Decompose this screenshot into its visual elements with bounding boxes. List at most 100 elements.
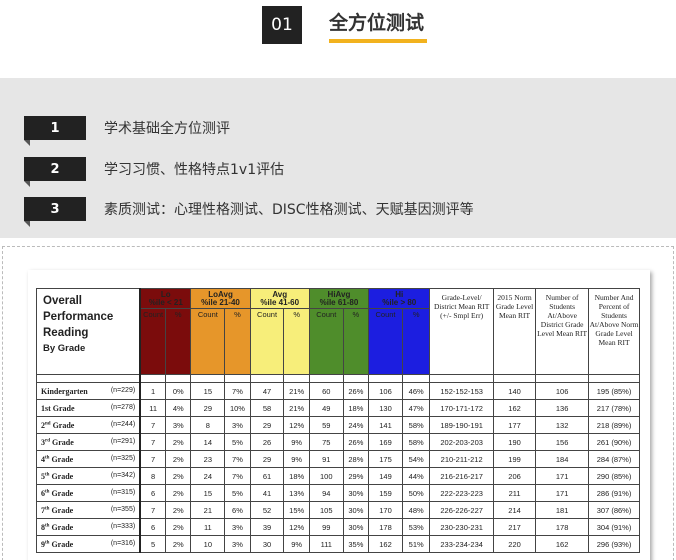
band-value-cell: 30% (342, 518, 370, 536)
band-value-cell: 47 (249, 382, 285, 400)
band-value-cell: 4% (165, 399, 192, 417)
band-value-cell: 170 (368, 501, 403, 519)
band-value-cell: 21% (283, 382, 310, 400)
band-value-cell: 29 (249, 450, 285, 468)
grade-n: (n=333) (110, 522, 136, 530)
norm-count-cell: 218 (89%) (588, 416, 640, 434)
band-value-cell: 149 (368, 467, 403, 485)
sub-header-pct: % (283, 308, 310, 375)
band-value-cell: 15 (190, 382, 226, 400)
table-row: 9th Grade (n=316) 5 2% 10 3% 30 9% 111 35% 162 51% 2… (36, 535, 640, 553)
grade-cell: 2nd Grade (n=244) (36, 416, 142, 434)
band-value-cell: 2% (165, 535, 192, 553)
district-count-cell: 136 (535, 399, 590, 417)
list-item-number: 1 (24, 116, 86, 140)
band-value-cell: 2% (165, 501, 192, 519)
band-value-cell: 8 (139, 467, 167, 485)
band-value-cell: 44% (401, 467, 431, 485)
band-value-cell: 13% (283, 484, 310, 502)
section-number-badge: 01 (262, 6, 302, 44)
band-value-cell: 162 (368, 535, 403, 553)
band-value-cell: 111 (308, 535, 344, 553)
grade-level-cell: 170-171-172 (429, 399, 494, 417)
band-value-cell: 58 (249, 399, 285, 417)
table-title-line: Reading (43, 327, 89, 339)
table-row: 8th Grade (n=333) 6 2% 11 3% 39 12% 99 30% 178 53% 2… (36, 518, 640, 536)
grade-suffix: Grade (49, 522, 74, 532)
title-underline (329, 39, 427, 43)
grade-n: (n=291) (110, 437, 136, 445)
band-value-cell: 9% (283, 433, 310, 451)
grade-cell: 8th Grade (n=333) (36, 518, 142, 536)
list-item-tick (24, 221, 30, 227)
table-title: Overall Performance Reading By Grade (36, 288, 142, 375)
band-value-cell: 3% (224, 535, 251, 553)
list-item-number: 3 (24, 197, 86, 221)
sub-header-count: Count (190, 308, 226, 375)
band-value-cell: 18% (283, 467, 310, 485)
band-value-cell: 178 (368, 518, 403, 536)
table-row: Kindergarten (n=229) 1 0% 15 7% 47 21% 60 26% 106 4… (36, 382, 640, 400)
band-value-cell: 29% (342, 467, 370, 485)
grade-level-cell: 233-234-234 (429, 535, 494, 553)
grade-cell: 9th Grade (n=316) (36, 535, 142, 553)
band-value-cell: 9% (283, 535, 310, 553)
grade-level-cell: 202-203-203 (429, 433, 494, 451)
grade-label: 5 (41, 471, 45, 481)
band-value-cell: 7% (224, 467, 251, 485)
band-value-cell: 5% (224, 484, 251, 502)
band-header-avg: Avg %ile 41-60 (249, 288, 310, 309)
grade-label: 3 (41, 437, 45, 447)
band-range: %ile > 80 (382, 298, 417, 307)
band-value-cell: 1 (139, 382, 167, 400)
band-value-cell: 100 (308, 467, 344, 485)
norm-cell: 177 (492, 416, 537, 434)
list-item: 3 素质测试：心理性格测试、DISC性格测试、天赋基因测评等 (0, 195, 676, 227)
band-value-cell: 24 (190, 467, 226, 485)
band-value-cell: 15% (283, 501, 310, 519)
band-range: %ile 21-40 (201, 298, 240, 307)
band-value-cell: 26% (342, 433, 370, 451)
district-count-cell: 181 (535, 501, 590, 519)
band-value-cell: 7 (139, 450, 167, 468)
grade-label: 1st Grade (41, 403, 75, 413)
reading-report-table: Overall Performance Reading By Grade Lo … (28, 270, 650, 560)
norm-cell: 217 (492, 518, 537, 536)
table-title-line: By Grade (43, 343, 86, 354)
band-value-cell: 5% (224, 433, 251, 451)
band-value-cell: 29 (249, 416, 285, 434)
grade-cell: 6th Grade (n=315) (36, 484, 142, 502)
norm-count-cell: 296 (93%) (588, 535, 640, 553)
band-value-cell: 59 (308, 416, 344, 434)
band-value-cell: 8 (190, 416, 226, 434)
band-value-cell: 21% (283, 399, 310, 417)
norm-count-cell: 307 (86%) (588, 501, 640, 519)
grade-label: 6 (41, 488, 45, 498)
norm-cell: 190 (492, 433, 537, 451)
band-value-cell: 54% (401, 450, 431, 468)
band-range: %ile 61-80 (319, 298, 359, 307)
band-value-cell: 58% (401, 416, 431, 434)
band-header-loavg: LoAvg %ile 21-40 (190, 288, 251, 309)
table-title-line: Performance (43, 311, 114, 323)
band-value-cell: 11 (139, 399, 167, 417)
sub-header-pct: % (224, 308, 251, 375)
band-value-cell: 2% (165, 450, 192, 468)
performance-table: Overall Performance Reading By Grade Lo … (36, 288, 640, 553)
grade-ordinal: nd (45, 420, 51, 426)
band-value-cell: 30% (342, 484, 370, 502)
grade-n: (n=325) (110, 454, 136, 462)
band-value-cell: 5 (139, 535, 167, 553)
grade-level-cell: 222-223-223 (429, 484, 494, 502)
grade-ordinal: rd (45, 437, 50, 443)
col-header-grade-level: Grade-Level/ District Mean RIT (+/- Smpl… (429, 288, 494, 375)
band-value-cell: 29 (190, 399, 226, 417)
table-row: 1st Grade (n=278) 11 4% 29 10% 58 21% 49 18% 130 47… (36, 399, 640, 417)
grade-label: 8 (41, 522, 45, 532)
band-value-cell: 15 (190, 484, 226, 502)
band-value-cell: 94 (308, 484, 344, 502)
grade-ordinal: th (45, 471, 50, 477)
table-row: 3rd Grade (n=291) 7 2% 14 5% 26 9% 75 26% 169 58% 20… (36, 433, 640, 451)
band-value-cell: 3% (224, 416, 251, 434)
band-value-cell: 14 (190, 433, 226, 451)
